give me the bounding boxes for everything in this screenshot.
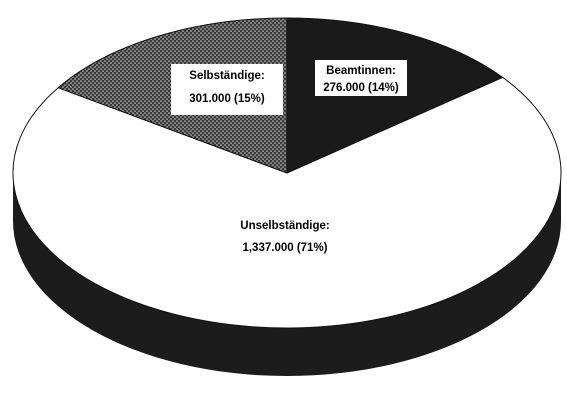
slice-label-selbstaendige: Selbständige: — [189, 70, 264, 82]
slice-value-selbstaendige: 301.000 (15%) — [189, 93, 265, 105]
slice-value-beamtinnen: 276.000 (14%) — [323, 82, 399, 94]
label-box-selbstaendige — [171, 64, 283, 115]
label-box-beamtinnen — [315, 60, 407, 96]
slice-label-unselbstaendige: Unselbständige: — [240, 220, 329, 232]
slice-label-beamtinnen: Beamtinnen: — [326, 65, 396, 77]
slice-value-unselbstaendige: 1,337.000 (71%) — [242, 242, 327, 254]
pie-side — [13, 173, 561, 376]
pie-slice-unselbstndige — [12, 76, 562, 329]
